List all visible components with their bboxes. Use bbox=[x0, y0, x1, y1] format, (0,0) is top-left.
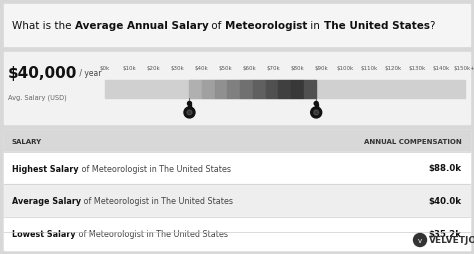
Text: of Meteorologist in The United States: of Meteorologist in The United States bbox=[79, 164, 231, 173]
Bar bbox=[291, 81, 303, 99]
Circle shape bbox=[314, 110, 319, 116]
Bar bbox=[315, 105, 318, 108]
Text: of: of bbox=[209, 21, 225, 31]
Text: $140k: $140k bbox=[432, 66, 450, 71]
Bar bbox=[4, 152, 470, 185]
Text: Average Salary: Average Salary bbox=[12, 197, 81, 205]
Circle shape bbox=[314, 102, 318, 106]
Bar bbox=[4, 5, 470, 47]
Bar bbox=[4, 131, 470, 152]
Bar bbox=[190, 81, 202, 99]
Bar bbox=[4, 185, 470, 217]
Text: $40.0k: $40.0k bbox=[429, 197, 462, 205]
Text: $10k: $10k bbox=[122, 66, 136, 71]
Text: v: v bbox=[418, 237, 422, 243]
Text: $40,000: $40,000 bbox=[8, 65, 77, 80]
Circle shape bbox=[413, 234, 427, 247]
Bar bbox=[202, 81, 215, 99]
Bar bbox=[240, 81, 253, 99]
Text: $30k: $30k bbox=[170, 66, 184, 71]
Text: ANNUAL COMPENSATION: ANNUAL COMPENSATION bbox=[364, 138, 462, 144]
Text: $0k: $0k bbox=[100, 66, 110, 71]
Bar bbox=[4, 53, 470, 124]
Bar bbox=[105, 81, 465, 99]
Text: $40,000: $40,000 bbox=[8, 65, 77, 80]
Text: Average Annual Salary: Average Annual Salary bbox=[75, 21, 209, 31]
Text: $130k: $130k bbox=[409, 66, 426, 71]
Text: $110k: $110k bbox=[360, 66, 378, 71]
Text: $120k: $120k bbox=[384, 66, 401, 71]
Bar bbox=[278, 81, 291, 99]
Circle shape bbox=[188, 102, 191, 106]
Bar bbox=[4, 217, 470, 250]
Text: The United States: The United States bbox=[324, 21, 429, 31]
Text: in: in bbox=[308, 21, 324, 31]
Text: $70k: $70k bbox=[266, 66, 280, 71]
Bar bbox=[303, 81, 316, 99]
Bar bbox=[265, 81, 278, 99]
Text: $40k: $40k bbox=[194, 66, 208, 71]
Bar bbox=[4, 131, 470, 250]
Text: $88.0k: $88.0k bbox=[429, 164, 462, 173]
Text: Avg. Salary (USD): Avg. Salary (USD) bbox=[8, 94, 67, 101]
Text: $50k: $50k bbox=[218, 66, 232, 71]
Circle shape bbox=[310, 107, 322, 118]
Text: SALARY: SALARY bbox=[12, 138, 42, 144]
Bar bbox=[253, 81, 265, 99]
Text: $80k: $80k bbox=[290, 66, 304, 71]
Text: $20k: $20k bbox=[146, 66, 160, 71]
Text: VELVETJOBS: VELVETJOBS bbox=[429, 235, 474, 245]
Text: of Meteorologist in The United States: of Meteorologist in The United States bbox=[81, 197, 233, 205]
Text: of Meteorologist in The United States: of Meteorologist in The United States bbox=[76, 229, 228, 238]
Circle shape bbox=[187, 110, 192, 116]
Text: Meteorologist: Meteorologist bbox=[225, 21, 308, 31]
Text: Highest Salary: Highest Salary bbox=[12, 164, 79, 173]
Text: $100k: $100k bbox=[337, 66, 354, 71]
Bar bbox=[188, 105, 191, 108]
Text: $60k: $60k bbox=[242, 66, 256, 71]
Bar bbox=[215, 81, 228, 99]
Text: $35.2k: $35.2k bbox=[429, 229, 462, 238]
Text: $90k: $90k bbox=[314, 66, 328, 71]
Text: ?: ? bbox=[429, 21, 435, 31]
Bar bbox=[228, 81, 240, 99]
Text: Lowest Salary: Lowest Salary bbox=[12, 229, 76, 238]
Text: $150k+: $150k+ bbox=[454, 66, 474, 71]
Text: What is the: What is the bbox=[12, 21, 75, 31]
Text: / year: / year bbox=[77, 68, 102, 77]
Circle shape bbox=[184, 107, 195, 118]
